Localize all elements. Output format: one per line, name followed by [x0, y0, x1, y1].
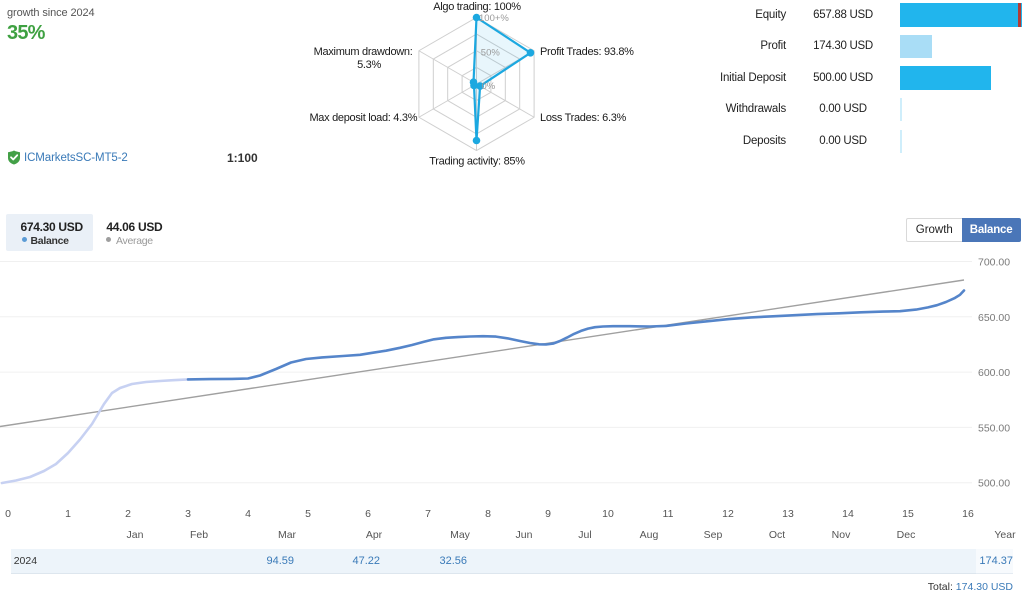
svg-text:650.00: 650.00	[978, 312, 1010, 324]
svg-text:Trading activity: 85%: Trading activity: 85%	[429, 156, 525, 168]
svg-text:Max deposit load: 4.3%: Max deposit load: 4.3%	[309, 112, 417, 124]
svg-text:0%: 0%	[482, 81, 496, 92]
svg-text:5.3%: 5.3%	[357, 59, 381, 71]
svg-text:Profit Trades: 93.8%: Profit Trades: 93.8%	[540, 46, 634, 58]
svg-text:100+%: 100+%	[479, 13, 509, 24]
svg-text:600.00: 600.00	[978, 367, 1010, 379]
svg-text:700.00: 700.00	[978, 257, 1010, 269]
svg-text:500.00: 500.00	[978, 478, 1010, 490]
svg-text:Loss Trades: 6.3%: Loss Trades: 6.3%	[540, 112, 627, 124]
svg-text:550.00: 550.00	[978, 422, 1010, 434]
svg-text:Maximum drawdown:: Maximum drawdown:	[314, 46, 413, 58]
svg-text:50%: 50%	[481, 48, 501, 59]
svg-text:Algo trading: 100%: Algo trading: 100%	[433, 1, 521, 13]
